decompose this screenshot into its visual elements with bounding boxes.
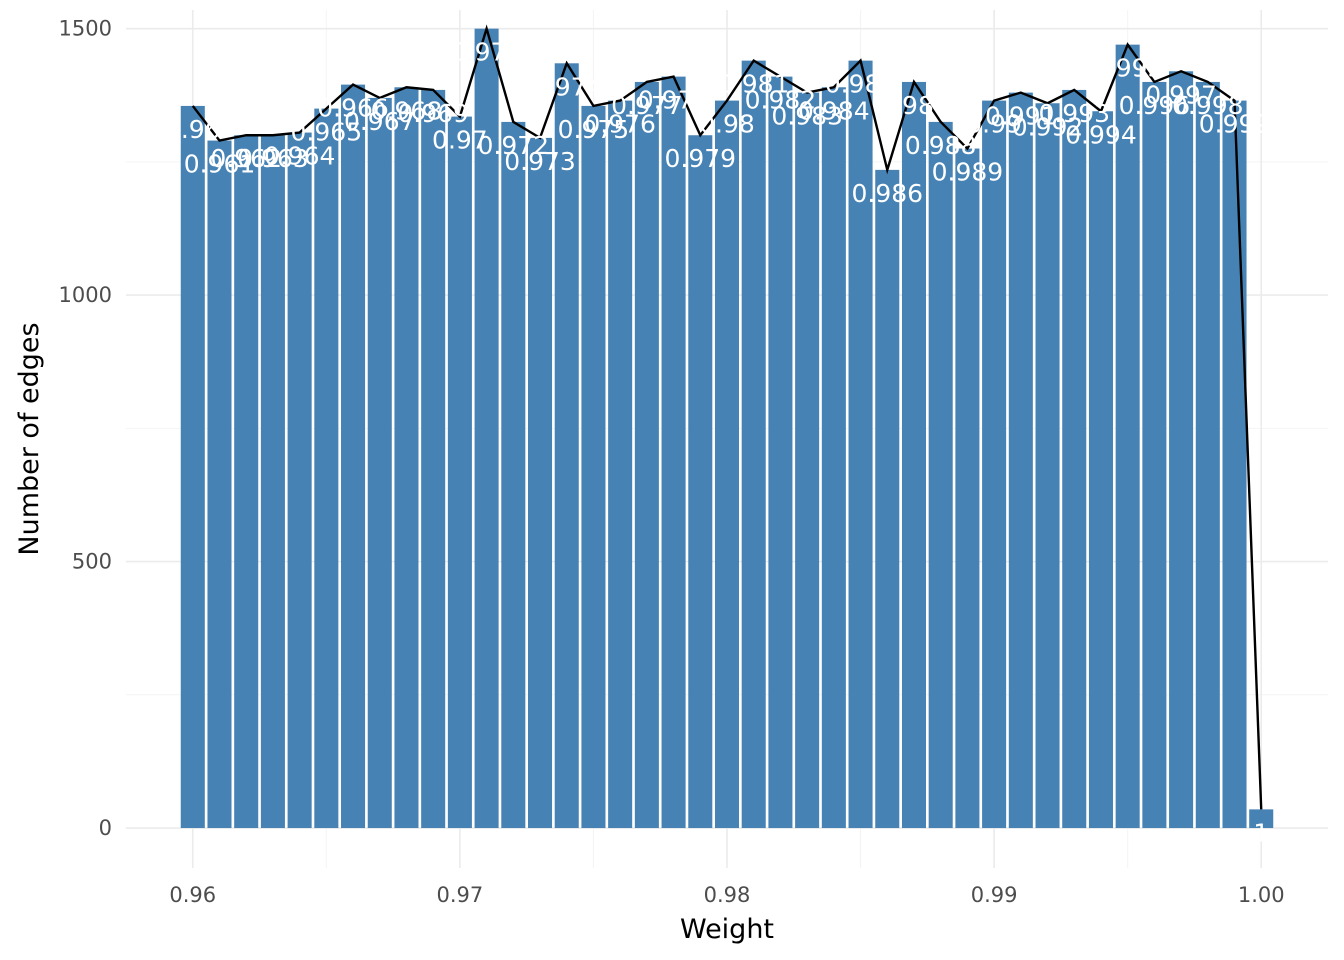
y-tick-label: 1500 xyxy=(59,17,112,41)
bar xyxy=(714,100,740,829)
bar-label: 0.961 xyxy=(184,150,256,179)
bar xyxy=(528,137,553,829)
bar-label: 0.999 xyxy=(1199,110,1271,139)
x-tick-label: 0.96 xyxy=(169,883,216,907)
bar xyxy=(1169,71,1194,829)
bar-label: 0.992 xyxy=(1012,112,1084,141)
bar xyxy=(768,76,793,829)
bar-label: 0.974 xyxy=(531,72,603,101)
bar-label: 0.977 xyxy=(611,91,683,120)
bar-label: 0.986 xyxy=(851,179,923,208)
bar-label: 0.997 xyxy=(1145,80,1217,109)
bar xyxy=(367,97,392,829)
bar xyxy=(1088,111,1113,829)
bar xyxy=(955,148,980,829)
bar xyxy=(1195,81,1220,829)
bar-label: 0.971 xyxy=(451,38,523,67)
bar xyxy=(287,132,312,829)
bar-label: 0.96 xyxy=(165,115,221,144)
bar xyxy=(848,60,873,829)
bar xyxy=(795,92,820,829)
bar-label: 0.966 xyxy=(317,94,389,123)
bar-label: 0.993 xyxy=(1038,99,1110,128)
bar xyxy=(1062,89,1087,829)
bar-label: 0.994 xyxy=(1065,120,1137,149)
bar-label: 0.979 xyxy=(664,144,736,173)
bar-label: 0.973 xyxy=(504,147,576,176)
bar-label: 0.976 xyxy=(584,110,656,139)
bar xyxy=(901,81,926,829)
bar-label: 0.985 xyxy=(825,70,897,99)
x-tick-label: 0.99 xyxy=(971,883,1018,907)
bar-label: 0.969 xyxy=(397,99,469,128)
bar xyxy=(661,76,686,829)
bar-label: 1 xyxy=(1253,818,1269,847)
bar xyxy=(260,135,285,829)
bar-label: 0.963 xyxy=(237,144,309,173)
bar-label: 0.972 xyxy=(478,131,550,160)
bar xyxy=(1115,44,1140,829)
bar-label: 0.968 xyxy=(371,96,443,125)
bar xyxy=(1222,100,1247,829)
bar-label: 0.987 xyxy=(878,91,950,120)
bar-label: 0.984 xyxy=(798,96,870,125)
bar-label: 0.983 xyxy=(771,102,843,131)
y-tick-label: 0 xyxy=(99,816,112,840)
bar xyxy=(1008,92,1033,829)
y-axis-tick-labels: 0 500 1000 1500 xyxy=(59,17,112,840)
bar xyxy=(741,60,766,829)
bar-label: 0.996 xyxy=(1119,91,1191,120)
bar-label: 0.981 xyxy=(718,70,790,99)
bar-labels: 0.960.9610.9620.9630.9640.9650.9660.9670… xyxy=(165,38,1270,848)
bar-label: 0.964 xyxy=(264,142,336,171)
x-axis-title: Weight xyxy=(680,914,774,945)
bar xyxy=(608,100,633,829)
bar-label: 0.965 xyxy=(291,118,363,147)
bar xyxy=(207,140,232,829)
bar-label: 0.998 xyxy=(1172,91,1244,120)
bar xyxy=(341,84,366,829)
bar xyxy=(474,28,499,829)
trend-line xyxy=(191,24,1263,810)
bar xyxy=(1142,81,1167,829)
bar xyxy=(928,121,953,829)
bar xyxy=(447,116,472,829)
bar-label: 0.995 xyxy=(1092,54,1164,83)
y-tick-label: 500 xyxy=(72,550,112,574)
bar xyxy=(554,63,579,829)
bar-label: 0.991 xyxy=(985,102,1057,131)
bar xyxy=(314,108,339,829)
bar-label: 0.97 xyxy=(432,126,488,155)
x-tick-label: 0.98 xyxy=(704,883,751,907)
bar xyxy=(982,100,1007,829)
bar-label: 0.988 xyxy=(905,131,977,160)
y-axis-title: Number of edges xyxy=(14,322,45,555)
bar-label: 0.975 xyxy=(558,115,630,144)
bar xyxy=(1249,809,1274,829)
bar-label: 0.978 xyxy=(638,86,710,115)
bar xyxy=(394,87,419,829)
x-axis-tick-labels: 0.96 0.97 0.98 0.99 1.00 xyxy=(169,883,1284,907)
bar xyxy=(501,121,526,829)
bar xyxy=(821,87,846,829)
bar-label: 0.989 xyxy=(932,158,1004,187)
y-tick-label: 1000 xyxy=(59,283,112,307)
bar xyxy=(581,105,606,829)
bar xyxy=(1035,103,1060,829)
x-tick-label: 1.00 xyxy=(1238,883,1285,907)
bar-label: 0.98 xyxy=(699,110,755,139)
bar-label: 0.967 xyxy=(344,107,416,136)
bar-label: 0.982 xyxy=(745,86,817,115)
bar xyxy=(875,169,900,829)
bar-label: 0.962 xyxy=(210,144,282,173)
bar xyxy=(634,81,659,829)
bar xyxy=(421,89,446,829)
bar xyxy=(688,135,713,829)
x-tick-label: 0.97 xyxy=(437,883,484,907)
bars xyxy=(180,28,1274,829)
bar xyxy=(234,135,259,829)
bar xyxy=(180,105,205,829)
bar-label: 0.99 xyxy=(966,110,1022,139)
